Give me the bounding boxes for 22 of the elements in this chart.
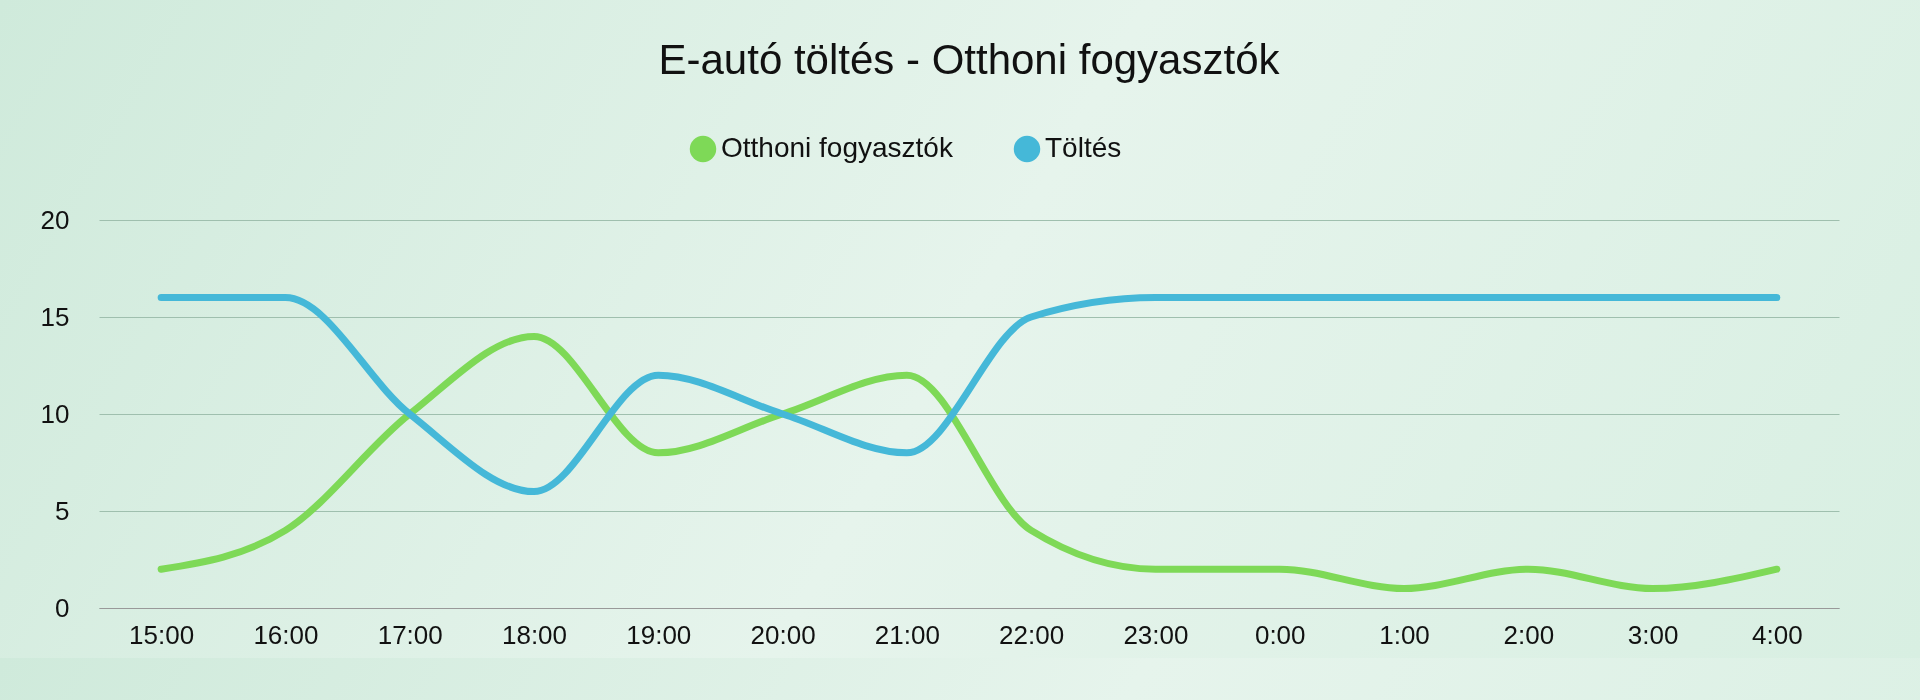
y-tick-label: 15 — [40, 301, 70, 332]
x-tick-label: 18:00 — [501, 619, 568, 650]
x-tick-label: 16:00 — [253, 619, 319, 650]
x-tick-label: 15:00 — [129, 619, 195, 650]
x-tick-label: 20:00 — [750, 619, 816, 650]
x-tick-label: 4:00 — [1752, 619, 1803, 650]
y-tick-label: 0 — [55, 592, 70, 623]
chart-title: E-autó töltés - Otthoni fogyasztók — [658, 36, 1281, 83]
y-tick-label: 10 — [40, 398, 70, 429]
x-tick-label: 3:00 — [1627, 619, 1679, 650]
x-tick-label: 19:00 — [626, 619, 692, 650]
y-tick-label: 5 — [55, 495, 70, 526]
x-tick-label: 21:00 — [874, 619, 940, 650]
legend-label: Töltés — [1045, 132, 1122, 163]
x-tick-label: 23:00 — [1123, 619, 1189, 650]
legend-label: Otthoni fogyasztók — [721, 132, 954, 163]
x-tick-label: 17:00 — [377, 619, 443, 650]
x-tick-label: 2:00 — [1503, 619, 1555, 650]
x-tick-label: 0:00 — [1254, 619, 1306, 650]
y-tick-label: 20 — [40, 204, 70, 235]
x-tick-label: 22:00 — [999, 619, 1065, 650]
x-tick-label: 1:00 — [1379, 619, 1430, 650]
